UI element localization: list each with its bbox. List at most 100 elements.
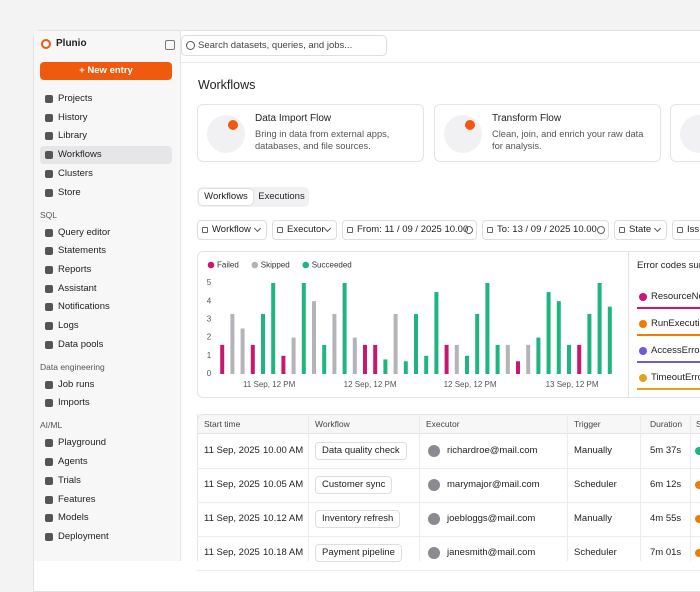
workflow-chip[interactable]: Data quality check xyxy=(315,442,407,460)
nav-icon xyxy=(45,284,53,293)
bar xyxy=(230,313,235,374)
nav-item[interactable]: Workflows xyxy=(58,149,102,161)
search-box[interactable] xyxy=(181,35,387,56)
nav-item[interactable]: Job runs xyxy=(58,378,95,390)
nav-item[interactable]: Library xyxy=(58,130,88,142)
nav-item[interactable]: Notifications xyxy=(58,301,110,313)
error-underline xyxy=(637,334,700,336)
nav-item[interactable]: Projects xyxy=(58,93,93,104)
row-border xyxy=(197,570,700,571)
nav-icon xyxy=(45,476,53,485)
nav-item[interactable]: Deployment xyxy=(58,530,109,542)
column-header: S xyxy=(696,419,700,429)
card[interactable] xyxy=(670,104,700,162)
nav-icon xyxy=(45,151,53,160)
x-tick-label: 12 Sep, 12 PM xyxy=(444,380,497,389)
filter-icon xyxy=(677,227,683,233)
filter[interactable] xyxy=(672,220,700,240)
cell-duration: 5m 37s xyxy=(650,445,682,456)
bar xyxy=(261,313,265,374)
bar xyxy=(312,301,316,374)
nav-icon xyxy=(45,322,53,330)
bar xyxy=(250,344,255,374)
card[interactable] xyxy=(197,104,424,162)
nav-item[interactable]: Data pools xyxy=(58,338,104,350)
avatar xyxy=(428,547,440,559)
filter-label: Workflow xyxy=(212,224,251,235)
card[interactable] xyxy=(434,104,661,162)
nav-icon xyxy=(45,532,53,541)
chart-panel xyxy=(197,251,700,398)
filter[interactable] xyxy=(342,220,477,240)
card-title: Data Import Flow xyxy=(255,113,332,124)
nav-item[interactable]: Store xyxy=(58,186,81,198)
bar xyxy=(536,337,541,374)
nav-item[interactable]: Reports xyxy=(58,263,92,275)
cell-duration: 7m 01s xyxy=(650,547,682,558)
nav-item[interactable]: Agents xyxy=(58,456,88,468)
clear-icon[interactable] xyxy=(465,226,473,234)
filter-icon xyxy=(202,227,208,233)
nav-item[interactable]: Query editor xyxy=(58,226,111,238)
nav-item[interactable]: History xyxy=(58,111,88,123)
cell-date: 11 Sep, 2025 xyxy=(204,479,260,490)
nav-item[interactable]: Imports xyxy=(58,397,90,409)
bar xyxy=(444,344,449,374)
nav-item[interactable]: Statements xyxy=(58,245,107,257)
search-placeholder: Search datasets, queries, and jobs... xyxy=(198,40,353,51)
clear-icon[interactable] xyxy=(597,226,605,234)
legend-swatch xyxy=(207,261,215,269)
status-dot xyxy=(695,447,700,455)
nav-item[interactable]: Features xyxy=(58,493,96,505)
filter-icon xyxy=(487,227,493,233)
cell-duration: 4m 55s xyxy=(650,513,682,524)
column-separator xyxy=(419,414,420,561)
collapse-button[interactable] xyxy=(165,40,175,50)
bar xyxy=(607,306,612,374)
bar xyxy=(424,355,429,374)
workflow-chip[interactable]: Customer sync xyxy=(315,476,393,494)
column-separator xyxy=(640,414,641,561)
bar xyxy=(485,283,490,374)
sidebar xyxy=(34,31,181,561)
cell-date: 11 Sep, 2025 xyxy=(204,513,260,524)
logo-icon xyxy=(41,39,51,49)
error-underline xyxy=(637,388,700,390)
filter[interactable] xyxy=(482,220,609,240)
new-entry-button[interactable]: + New entry xyxy=(40,62,172,80)
search-icon xyxy=(186,41,195,50)
cell-trigger: Manually xyxy=(574,513,613,524)
filter[interactable] xyxy=(197,220,267,240)
legend-label: Skipped xyxy=(261,261,290,270)
error-code: ResourceNo xyxy=(651,291,700,302)
filter-icon xyxy=(619,227,625,233)
nav-item[interactable]: Models xyxy=(58,512,89,524)
nav-item[interactable]: Logs xyxy=(58,320,79,331)
legend-swatch xyxy=(251,261,259,269)
bar xyxy=(475,313,480,374)
filter[interactable] xyxy=(614,220,667,240)
cell-duration: 6m 12s xyxy=(650,479,682,490)
legend-label: Failed xyxy=(217,261,239,270)
filter[interactable] xyxy=(272,220,337,240)
bar xyxy=(414,313,418,374)
error-code: TimeoutErro xyxy=(651,372,700,383)
nav-item[interactable]: Assistant xyxy=(58,282,97,294)
cell-executor: janesmith@mail.com xyxy=(447,547,536,558)
tab[interactable]: Workflows xyxy=(199,189,253,205)
filter-label: From: 11 / 09 / 2025 10.00 xyxy=(357,224,469,235)
tab[interactable]: Executions xyxy=(258,191,305,202)
nav-icon xyxy=(45,399,53,408)
error-code: RunExecutio xyxy=(651,318,700,329)
nav-item[interactable]: Trials xyxy=(58,474,81,486)
cell-executor: marymajor@mail.com xyxy=(447,479,540,490)
row-border xyxy=(197,502,700,503)
bar xyxy=(322,344,327,374)
bar xyxy=(373,344,378,374)
nav-item[interactable]: Clusters xyxy=(58,167,93,179)
nav-icon xyxy=(45,265,53,274)
filter-icon xyxy=(277,227,283,233)
nav-item[interactable]: Playground xyxy=(58,437,107,449)
workflow-chip[interactable]: Inventory refresh xyxy=(315,510,401,528)
nav-active-bg xyxy=(40,146,172,165)
